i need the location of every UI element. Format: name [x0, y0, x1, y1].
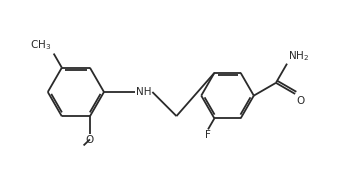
Text: F: F	[205, 130, 211, 140]
Text: O: O	[296, 96, 304, 106]
Text: NH: NH	[136, 87, 151, 97]
Text: NH$_2$: NH$_2$	[288, 49, 309, 63]
Text: O: O	[86, 135, 94, 145]
Text: CH$_3$: CH$_3$	[30, 38, 52, 52]
